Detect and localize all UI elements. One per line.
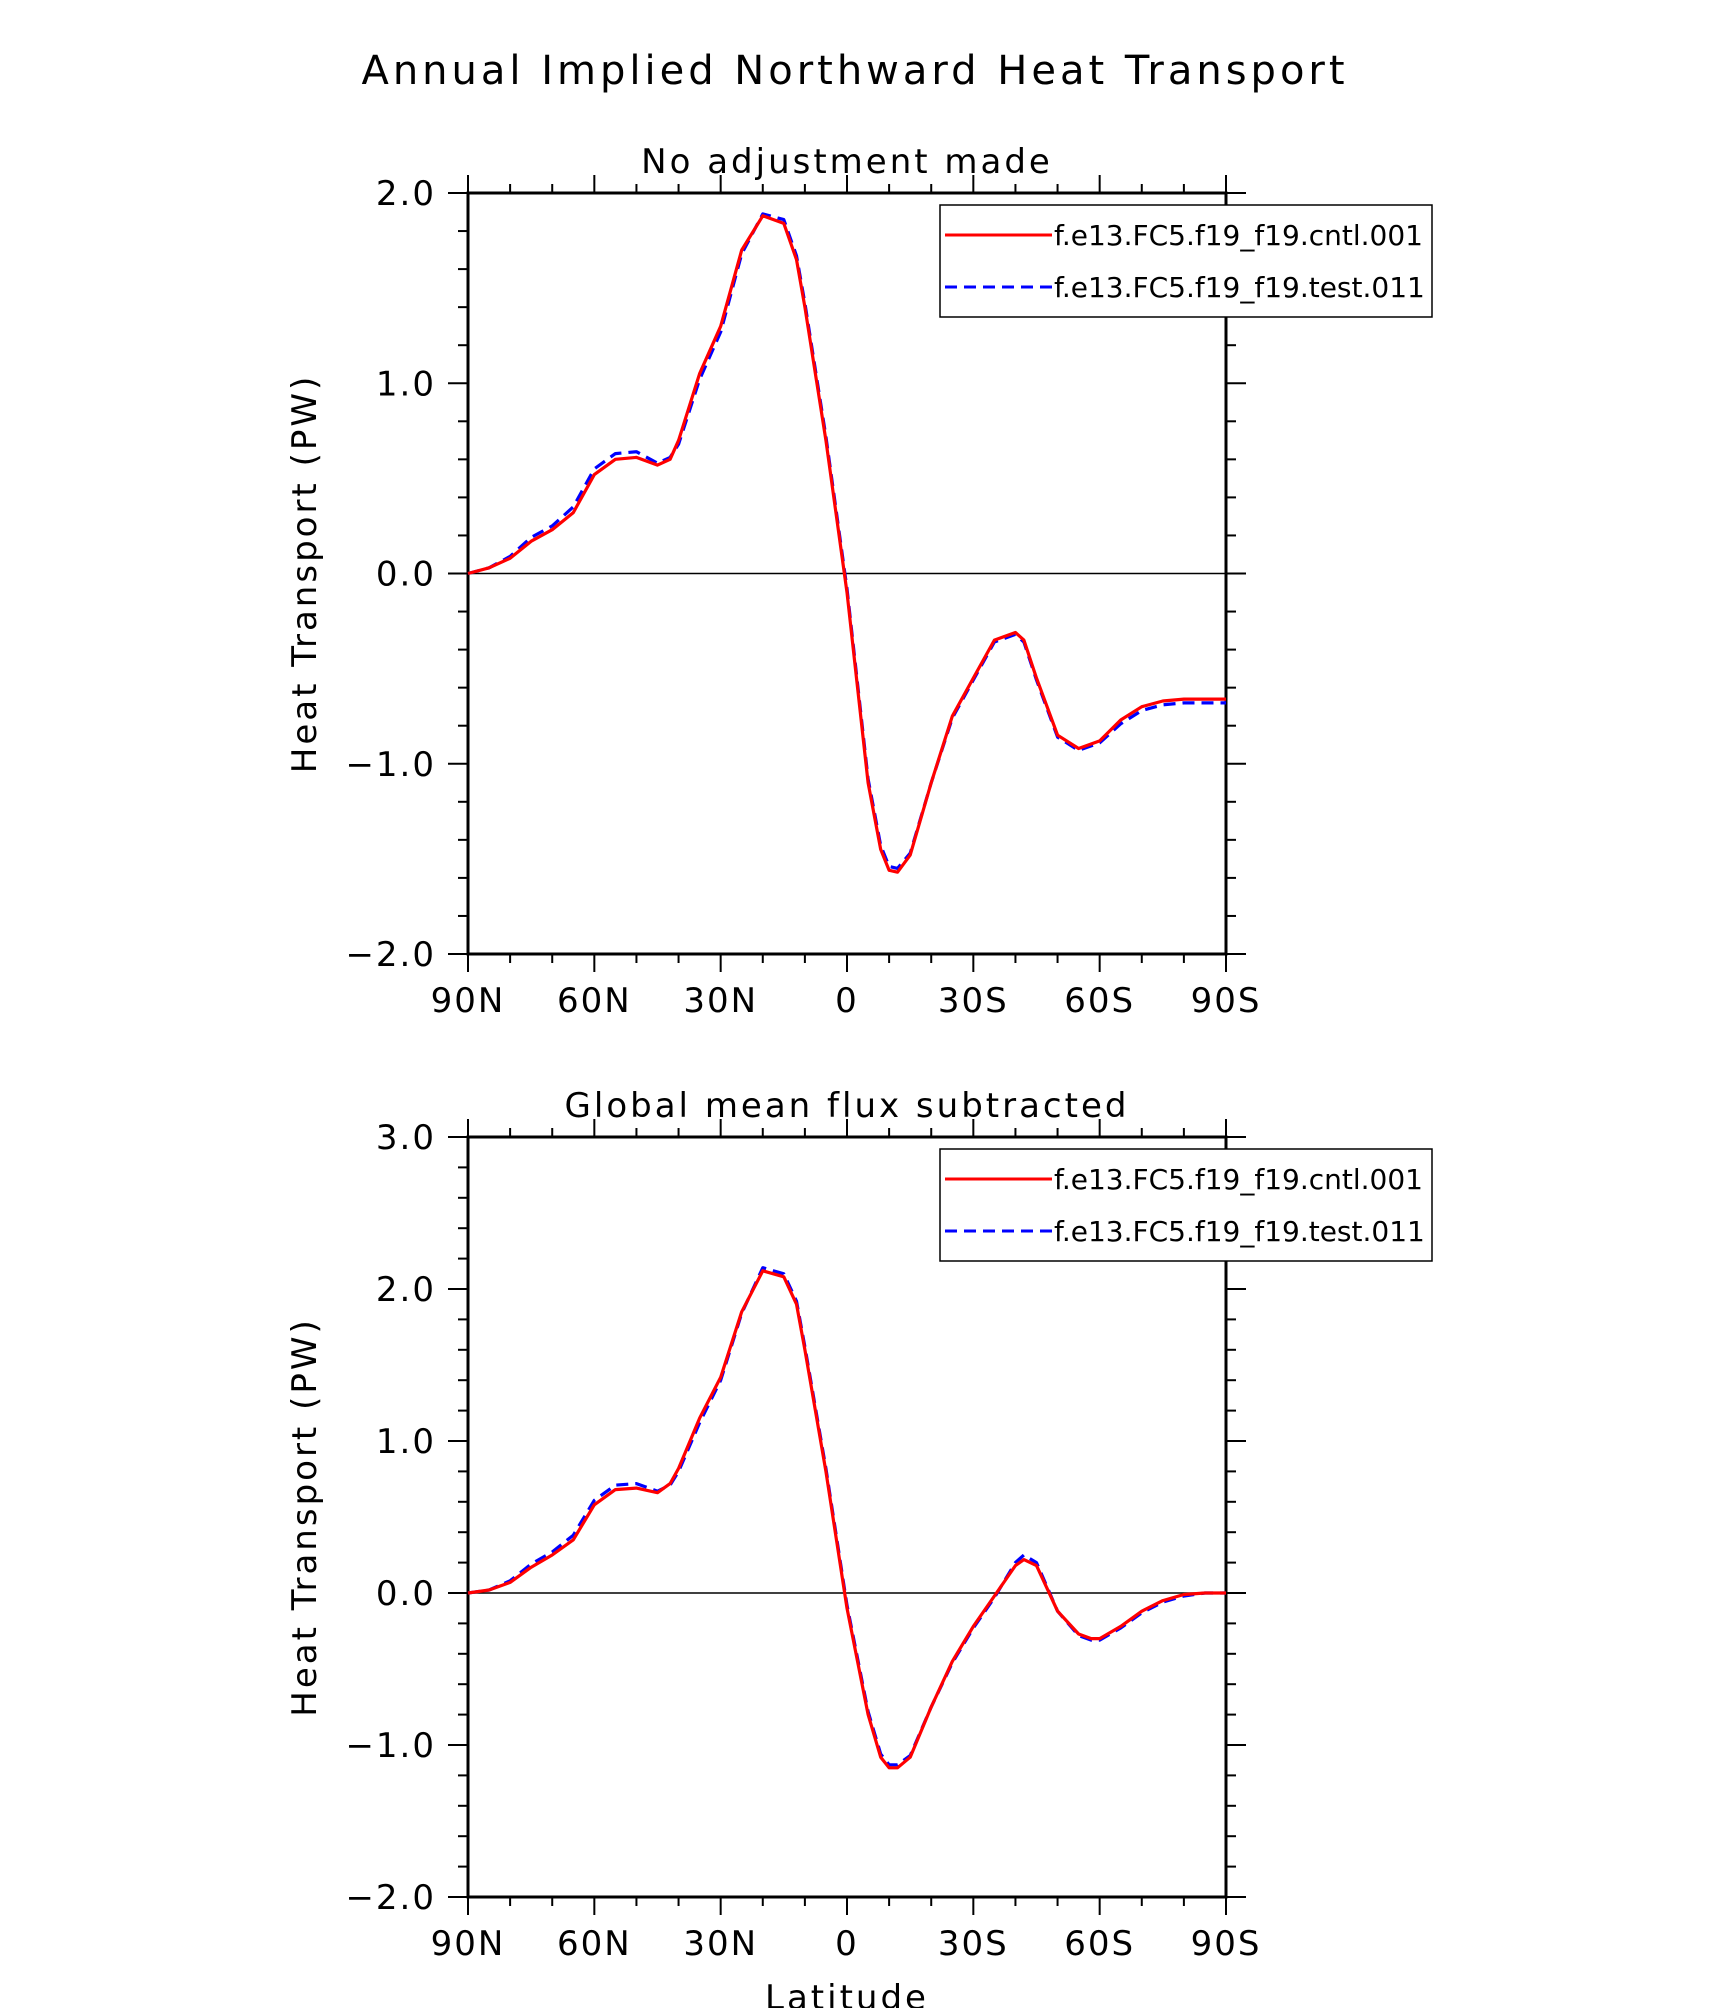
legend-entry: f.e13.FC5.f19_f19.test.011 (1054, 271, 1425, 304)
y-tick-label: 2.0 (376, 174, 436, 214)
x-tick-label: 90N (431, 1924, 506, 1964)
series-line-test (467, 1266, 1226, 1767)
plots: No adjustment made 90N 60N 30N 0 30S 60S 90S −2.… (285, 142, 1433, 2008)
x-tick-label: 90N (431, 981, 506, 1021)
y-tick-label: 0.0 (376, 1574, 436, 1614)
x-tick-label: 30S (938, 981, 1009, 1021)
x-tick-label: 30N (683, 1924, 758, 1964)
y-axis-label: Heat Transport (PW) (285, 1317, 325, 1716)
x-tick-label: 60S (1064, 1924, 1135, 1964)
x-tick-label: 60N (557, 1924, 632, 1964)
x-tick-label: 0 (835, 1924, 859, 1964)
y-tick-label: 1.0 (376, 364, 436, 404)
y-axis-label: Heat Transport (PW) (285, 374, 325, 773)
chart-subtitle: Global mean flux subtracted (565, 1086, 1130, 1126)
x-tick-label: 60S (1064, 981, 1135, 1021)
x-tick-label: 90S (1191, 981, 1262, 1021)
y-tick-label: 1.0 (376, 1422, 436, 1462)
y-tick-label: −2.0 (345, 935, 436, 975)
x-tick-label: 0 (835, 981, 859, 1021)
legend-entry: f.e13.FC5.f19_f19.cntl.001 (1054, 1163, 1423, 1196)
legend-entry: f.e13.FC5.f19_f19.test.011 (1054, 1215, 1425, 1248)
y-tick-label: −2.0 (345, 1878, 436, 1918)
y-tick-label: −1.0 (345, 1726, 436, 1766)
legend: f.e13.FC5.f19_f19.cntl.001 f.e13.FC5.f19_… (939, 1148, 1433, 1262)
legend-box (939, 1148, 1433, 1262)
x-tick-label: 30N (683, 981, 758, 1021)
x-axis-label: Latitude (765, 1978, 929, 2008)
y-tick-label: 3.0 (376, 1118, 436, 1158)
figure-title: Annual Implied Northward Heat Transport (361, 48, 1348, 94)
chart-1: No adjustment made 90N 60N 30N 0 30S 60S 90S −2.… (285, 142, 1433, 1021)
legend-entry: f.e13.FC5.f19_f19.cntl.001 (1054, 219, 1423, 252)
chart-subtitle: No adjustment made (641, 142, 1053, 182)
series-line-cntl (467, 214, 1226, 874)
x-tick-label: 30S (938, 1924, 1009, 1964)
y-tick-label: −1.0 (345, 745, 436, 785)
x-tick-label: 90S (1191, 1924, 1262, 1964)
series-line-cntl (467, 1269, 1226, 1770)
legend-box (939, 204, 1433, 318)
y-tick-label: 2.0 (376, 1270, 436, 1310)
y-tick-label: 0.0 (376, 555, 436, 595)
chart-2: Global mean flux subtracted 90N 60N 30N 0 30S… (285, 1086, 1433, 2008)
x-tick-label: 60N (557, 981, 632, 1021)
legend: f.e13.FC5.f19_f19.cntl.001 f.e13.FC5.f19_… (939, 204, 1433, 318)
